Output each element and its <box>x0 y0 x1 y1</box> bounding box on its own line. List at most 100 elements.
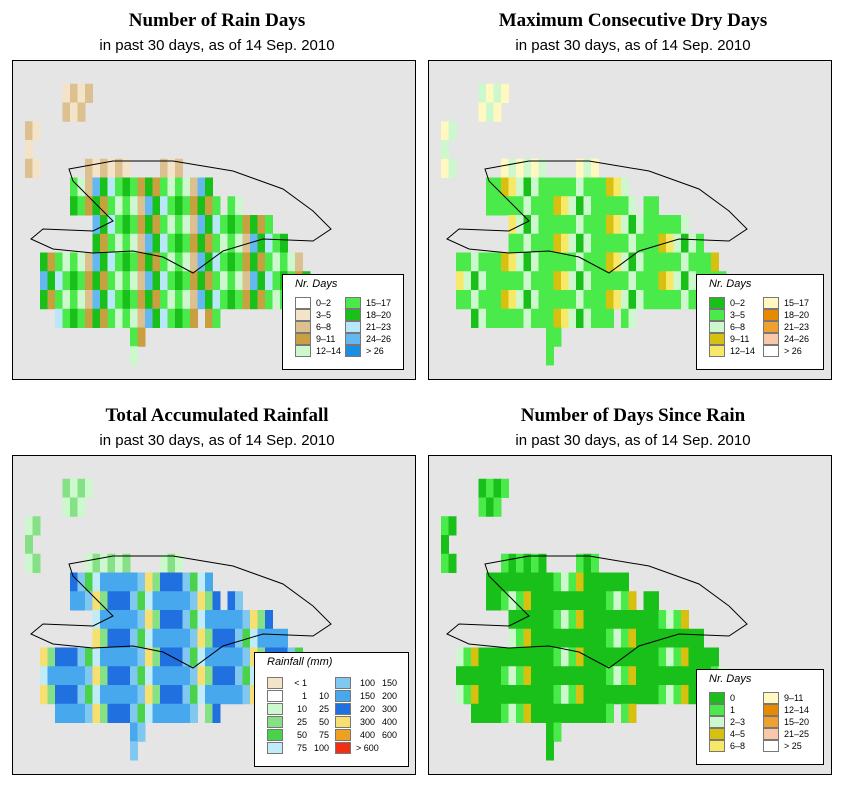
map-grid-cell <box>145 666 153 686</box>
legend-label: 12–14 <box>730 345 756 356</box>
legend: Rainfall (mm) < 1 1 10 10 25 25 50 50 75 75 1… <box>254 652 409 767</box>
legend-label: 6–8 <box>730 321 746 332</box>
map-grid-cell <box>160 703 168 723</box>
legend-swatch <box>345 296 361 309</box>
map-grid-cell <box>501 196 509 216</box>
map-grid-cell <box>175 290 183 310</box>
map-grid-cell <box>606 271 614 291</box>
map-grid-cell <box>598 215 607 235</box>
map-grid-cell <box>613 271 622 291</box>
map-grid-cell <box>583 233 592 253</box>
map-grid-cell <box>227 271 236 291</box>
map-grid-cell <box>212 591 221 611</box>
map-grid-cell <box>115 215 123 235</box>
legend-swatch <box>345 344 361 357</box>
legend-label-low: 1 <box>301 690 307 701</box>
legend-label: > 25 <box>784 740 802 751</box>
map-grid-cell <box>688 271 697 291</box>
map-grid-cell <box>122 158 131 178</box>
map-grid-cell <box>553 703 562 723</box>
map-grid-cell <box>152 177 161 197</box>
map-grid-cell <box>220 666 228 686</box>
map-grid-cell <box>516 158 524 178</box>
map-grid-cell <box>160 290 168 310</box>
legend-label: 24–26 <box>784 333 810 344</box>
map-grid-cell <box>613 196 622 216</box>
map-grid-cell <box>486 177 494 197</box>
map-grid-cell <box>145 703 153 723</box>
map-grid-cell <box>92 703 101 723</box>
map-grid-cell <box>122 252 131 272</box>
map-grid-cell <box>523 196 532 216</box>
map-grid-cell <box>62 647 71 667</box>
map-grid-cell <box>471 271 479 291</box>
map-grid-cell <box>167 252 176 272</box>
legend-swatch <box>267 715 283 728</box>
legend-entry: 9–11 <box>295 332 335 345</box>
map-grid-cell <box>160 158 168 178</box>
map-grid-cell <box>212 685 221 705</box>
map-grid-cell <box>673 685 682 705</box>
legend-swatch <box>709 344 725 357</box>
map-grid-cell <box>621 703 629 723</box>
legend-title: Rainfall (mm) <box>267 656 333 668</box>
map-grid-cell <box>643 196 652 216</box>
legend-label: 9–11 <box>784 692 804 703</box>
map-grid-cell <box>137 196 146 216</box>
map-grid-cell <box>666 666 674 686</box>
map-grid-cell <box>583 196 592 216</box>
map-grid-cell <box>100 290 108 310</box>
map-grid-cell <box>167 271 176 291</box>
map-grid-cell <box>613 610 622 630</box>
map-grid-cell <box>100 177 108 197</box>
map-grid-cell <box>651 685 659 705</box>
map-grid-cell <box>463 647 472 667</box>
map-grid-cell <box>658 271 667 291</box>
map-grid-cell <box>175 685 183 705</box>
map-grid-cell <box>212 703 221 723</box>
map-grid-cell <box>606 196 614 216</box>
legend-label: 18–20 <box>784 309 810 320</box>
legend-swatch <box>345 308 361 321</box>
map-grid-cell <box>25 121 33 141</box>
map-grid-cell <box>115 177 123 197</box>
map-grid-cell <box>613 215 622 235</box>
map-grid-cell <box>666 215 674 235</box>
map-grid-cell <box>85 83 93 103</box>
map-grid-cell <box>456 666 464 686</box>
map-grid-cell <box>478 666 487 686</box>
map-grid-cell <box>70 478 78 498</box>
map-grid-cell <box>130 722 138 742</box>
map-grid-cell <box>220 252 228 272</box>
map-frame: Nr. Days 0–2 3–5 6–8 9–11 12–14 15–17 18… <box>428 60 832 380</box>
map-grid-cell <box>100 215 108 235</box>
map-grid-cell <box>666 685 674 705</box>
map-grid-cell <box>546 308 554 328</box>
legend-label: 21–25 <box>784 728 810 739</box>
map-grid-cell <box>62 666 71 686</box>
map-grid-cell <box>561 666 569 686</box>
map-grid-cell <box>546 628 554 648</box>
legend-entry: 0 <box>709 691 735 704</box>
map-grid-cell <box>32 158 41 178</box>
map-grid-cell <box>70 290 78 310</box>
map-grid-cell <box>257 628 266 648</box>
map-grid-cell <box>501 271 509 291</box>
map-grid-cell <box>523 271 532 291</box>
map-grid-cell <box>561 308 569 328</box>
map-grid-cell <box>523 666 532 686</box>
legend-label: 9–11 <box>730 333 750 344</box>
legend-swatch <box>763 703 779 716</box>
map-grid-cell <box>696 628 704 648</box>
map-grid-cell <box>523 308 532 328</box>
map-grid-cell <box>70 647 78 667</box>
map-grid-cell <box>583 553 592 573</box>
panel-total-rainfall: Total Accumulated Rainfall in past 30 da… <box>12 395 422 783</box>
map-grid-cell <box>47 290 56 310</box>
legend-label: 24–26 <box>366 333 392 344</box>
map-grid-cell <box>538 666 547 686</box>
map-grid-cell <box>122 572 131 592</box>
map-grid-cell <box>681 271 689 291</box>
map-grid-cell <box>523 290 532 310</box>
map-grid-cell <box>628 252 637 272</box>
